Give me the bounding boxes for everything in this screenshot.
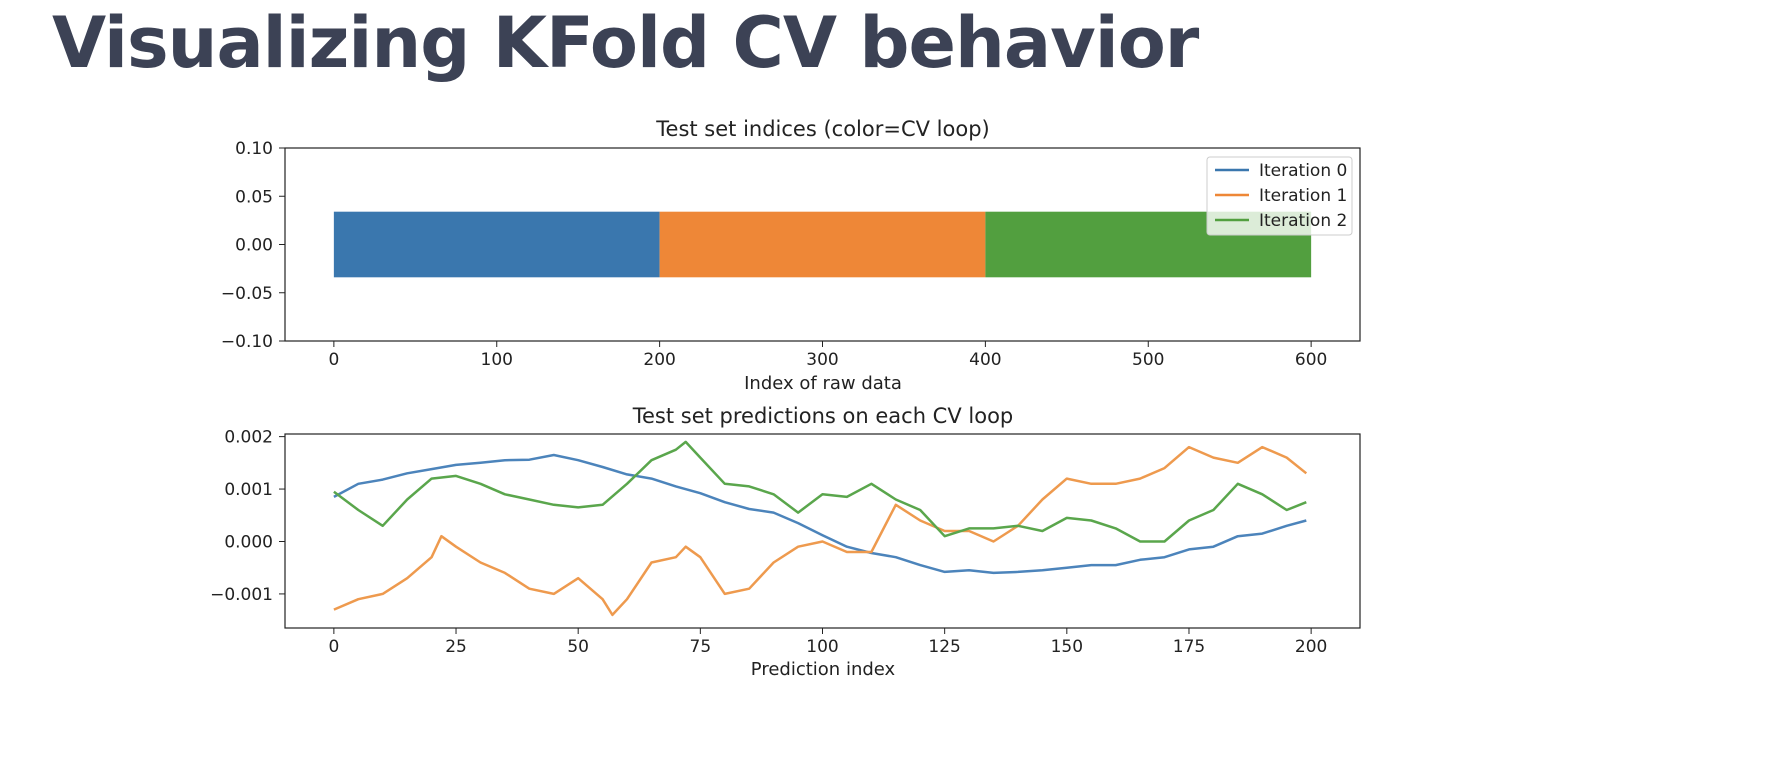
x-tick-label: 100: [481, 350, 513, 370]
y-tick-label: −0.10: [221, 332, 273, 352]
series-line-iteration-0: [333, 453, 1307, 575]
index-segment: [333, 211, 660, 278]
y-tick-label: 0.05: [235, 187, 273, 207]
x-tick-label: 100: [806, 637, 838, 657]
y-tick-label: −0.05: [221, 284, 273, 304]
y-tick-label: −0.001: [210, 585, 273, 605]
y-tick-label: 0.001: [224, 480, 273, 500]
x-tick-label: 175: [1173, 637, 1205, 657]
x-tick-label: 400: [969, 350, 1001, 370]
page-title: Visualizing KFold CV behavior: [52, 2, 1199, 84]
x-tick-label: 0: [328, 350, 339, 370]
x-tick-label: 600: [1295, 350, 1327, 370]
y-tick-label: 0.000: [224, 532, 273, 552]
y-tick-label: 0.10: [235, 139, 273, 159]
legend-label: Iteration 1: [1259, 186, 1347, 206]
x-tick-label: 500: [1132, 350, 1164, 370]
x-axis-label: Index of raw data: [744, 373, 902, 394]
x-tick-label: 0: [328, 637, 339, 657]
legend-label: Iteration 0: [1259, 161, 1347, 181]
plot-area: 0 25 50 75 100 125 150 175 200 0.002 0.001 0.000 −0.…: [210, 428, 1361, 657]
plot-area: 0 100 200 300 400 500 600 0.10 0.05 0.00 −0.05 −0.1…: [221, 139, 1361, 370]
plot-frame: [284, 433, 1361, 629]
x-tick-label: 150: [1051, 637, 1083, 657]
series-line-iteration-1: [333, 445, 1308, 617]
legend-label: Iteration 2: [1259, 211, 1347, 231]
x-tick-label: 200: [1295, 637, 1327, 657]
x-tick-label: 50: [567, 637, 589, 657]
chart-title: Test set predictions on each CV loop: [632, 404, 1014, 428]
index-segment: [659, 211, 986, 278]
y-tick-label: 0.002: [224, 428, 273, 448]
series-line-iteration-2: [333, 440, 1307, 543]
x-tick-label: 300: [806, 350, 838, 370]
legend-box: [1206, 156, 1353, 236]
x-tick-label: 200: [643, 350, 675, 370]
chart-title: Test set indices (color=CV loop): [655, 117, 989, 141]
y-tick-label: 0.00: [235, 236, 273, 256]
x-tick-label: 25: [445, 637, 467, 657]
x-axis-label: Prediction index: [751, 659, 896, 680]
x-tick-label: 75: [690, 637, 712, 657]
x-tick-label: 125: [928, 637, 960, 657]
